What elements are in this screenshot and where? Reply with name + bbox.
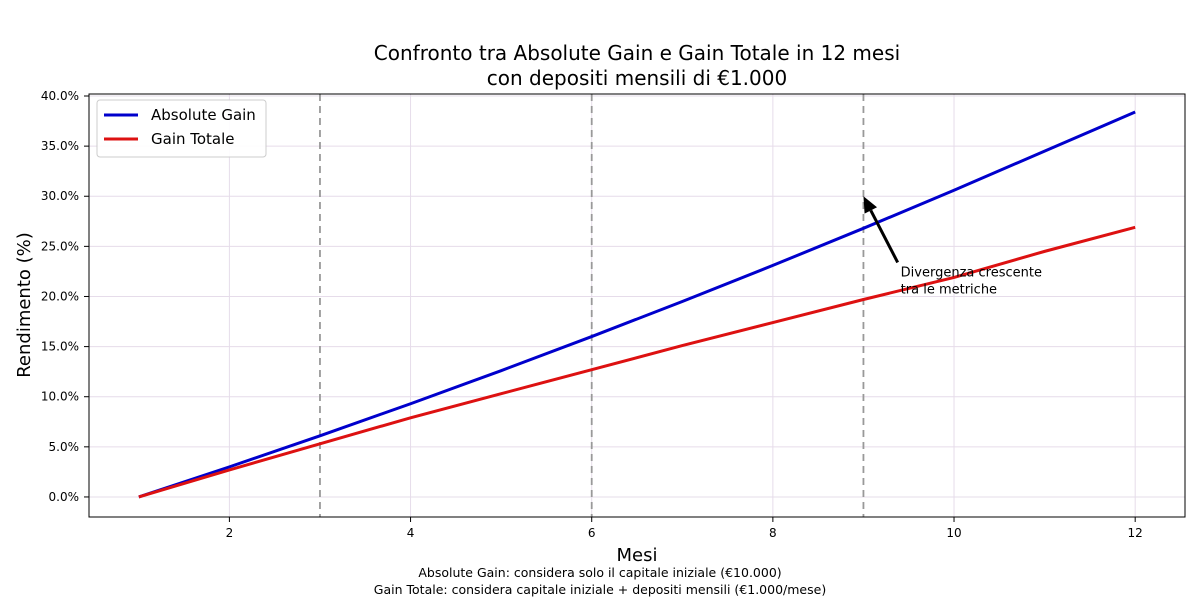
annotation-arrow-head	[863, 196, 878, 214]
legend: Absolute Gain Gain Totale	[96, 99, 267, 158]
y-tick-label-0: 0.0%	[49, 490, 80, 504]
x-tick-label-2: 2	[226, 526, 234, 540]
x-tick-label-10: 10	[946, 526, 961, 540]
y-axis-label: Rendimento (%)	[14, 232, 35, 378]
legend-label-gain-totale: Gain Totale	[151, 130, 235, 148]
y-axis-ticks: 0.0% 5.0% 10.0% 15.0% 20.0% 25.0% 30.0% 35.0% 40…	[41, 89, 89, 504]
series-line-absolute-gain	[138, 110, 1136, 499]
y-tick-label-25: 25.0%	[41, 239, 79, 253]
annotation: Divergenza crescente tra le metriche	[863, 196, 1042, 297]
x-tick-label-8: 8	[769, 526, 777, 540]
grid	[89, 94, 1185, 517]
x-tick-label-6: 6	[588, 526, 596, 540]
x-tick-label-12: 12	[1128, 526, 1143, 540]
series-lines	[138, 110, 1136, 499]
x-axis-ticks: 2 4 6 8 10 12	[226, 517, 1143, 540]
annotation-text-line-2: tra le metriche	[901, 282, 997, 297]
vertical-reference-lines	[319, 94, 865, 517]
y-tick-label-5: 5.0%	[49, 440, 80, 454]
plot-frame	[88, 93, 1186, 518]
annotation-text-line-1: Divergenza crescente	[901, 265, 1042, 280]
y-tick-label-20: 20.0%	[41, 289, 79, 303]
x-tick-label-4: 4	[407, 526, 415, 540]
legend-box	[96, 99, 267, 158]
x-axis-label: Mesi	[617, 545, 658, 566]
y-tick-label-30: 30.0%	[41, 189, 79, 203]
footnote-gain-totale: Gain Totale: considera capitale iniziale…	[374, 582, 826, 597]
y-tick-label-15: 15.0%	[41, 340, 79, 354]
series-line-gain-totale	[138, 225, 1136, 499]
legend-label-absolute-gain: Absolute Gain	[151, 106, 256, 124]
chart-title-line-2: con depositi mensili di €1.000	[487, 66, 787, 90]
annotation-arrow	[869, 209, 900, 264]
y-tick-label-10: 10.0%	[41, 390, 79, 404]
y-tick-label-40: 40.0%	[41, 89, 79, 103]
footnote-absolute-gain: Absolute Gain: considera solo il capital…	[418, 565, 781, 580]
y-tick-label-35: 35.0%	[41, 139, 79, 153]
chart-title-line-1: Confronto tra Absolute Gain e Gain Total…	[374, 41, 900, 65]
